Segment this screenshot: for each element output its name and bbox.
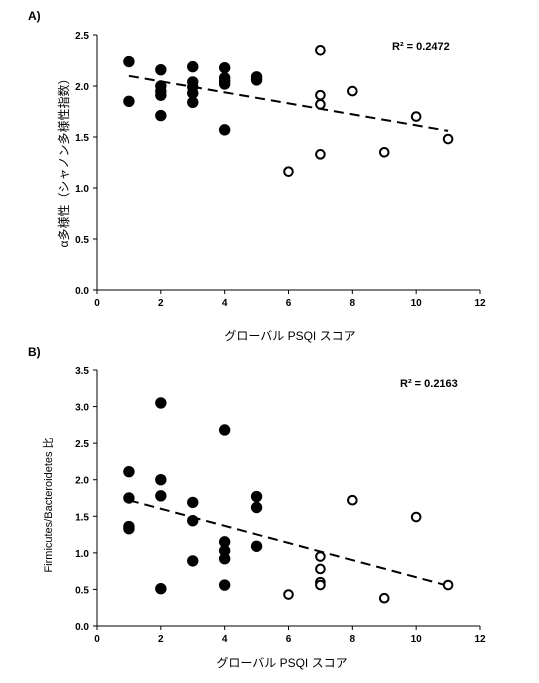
panel-b-x-tick-label: 2 bbox=[158, 634, 164, 645]
panel-a-point-open bbox=[315, 89, 326, 101]
panel-b-point-filled bbox=[123, 465, 135, 478]
panel-b-point-filled bbox=[218, 424, 231, 436]
panel-b-point-open bbox=[315, 563, 326, 575]
panel-b-x-tick-label: 10 bbox=[411, 634, 423, 645]
panel-a-ylabel: α多様性（シャノン多様性指数） bbox=[56, 73, 71, 248]
panel-b-point-filled bbox=[155, 582, 167, 595]
panel-a-point-filled bbox=[218, 61, 231, 74]
panel-a-point-filled bbox=[155, 63, 167, 76]
panel-b: B) R² = 0.2163 Firmicutes/Bacteroidetes … bbox=[28, 345, 486, 670]
panel-a-point-filled bbox=[250, 74, 263, 86]
panel-a-x-tick-label: 12 bbox=[474, 298, 486, 309]
panel-a-y-tick-label: 1.0 bbox=[75, 184, 89, 195]
panel-b-point-filled bbox=[250, 501, 263, 514]
panel-b-ylabel: Firmicutes/Bacteroidetes 比 bbox=[42, 437, 55, 572]
panel-b-point-filled bbox=[218, 553, 231, 565]
panel-b-point-open bbox=[315, 551, 326, 562]
panel-b-point-filled bbox=[187, 555, 199, 567]
panel-a-point-filled bbox=[123, 95, 135, 108]
panel-b-y-tick-label: 0.5 bbox=[75, 585, 89, 596]
panel-b-label: B) bbox=[28, 345, 41, 359]
panel-a-point-filled bbox=[218, 78, 231, 90]
panel-b-trendline bbox=[128, 499, 449, 587]
panel-b-y-tick-label: 2.5 bbox=[75, 439, 89, 450]
panel-b-point-filled bbox=[155, 397, 167, 409]
panel-b-y-tick-label: 2.0 bbox=[75, 476, 89, 487]
panel-a-y-tick-label: 1.5 bbox=[75, 133, 89, 144]
panel-b-point-open bbox=[347, 494, 358, 506]
panel-a-annotation: R² = 0.2472 bbox=[392, 41, 450, 53]
panel-b-point-open bbox=[378, 592, 390, 604]
panel-a-x-tick-label: 6 bbox=[286, 298, 292, 309]
panel-a-x-tick-label: 4 bbox=[222, 298, 228, 309]
panel-a-label: A) bbox=[28, 9, 41, 23]
panel-b-x-tick-label: 12 bbox=[474, 634, 486, 645]
panel-a-y-tick-label: 0.0 bbox=[75, 286, 89, 297]
panel-b-point-open bbox=[442, 579, 454, 591]
panel-b-y-tick-label: 1.5 bbox=[75, 512, 89, 523]
panel-a-point-filled bbox=[187, 60, 199, 73]
panel-a-x-tick-label: 0 bbox=[94, 298, 100, 309]
panel-b-point-filled bbox=[218, 579, 231, 591]
panel-b-point-filled bbox=[187, 496, 199, 509]
panel-a-point-open bbox=[315, 99, 326, 110]
panel-b-x-tick-label: 6 bbox=[286, 634, 292, 645]
panel-b-point-open bbox=[283, 589, 294, 600]
panel-b-x-tick-label: 0 bbox=[94, 634, 100, 645]
panel-b-point-filled bbox=[187, 514, 199, 527]
panel-b-point-filled bbox=[123, 492, 135, 504]
panel-b-y-tick-label: 1.0 bbox=[75, 549, 89, 560]
panel-a-y-tick-label: 0.5 bbox=[75, 235, 89, 246]
panel-b-point-filled bbox=[155, 490, 167, 502]
panel-a-x-tick-label: 2 bbox=[158, 298, 164, 309]
panel-a-y-tick-label: 2.5 bbox=[75, 31, 89, 42]
panel-a-x-tick-label: 10 bbox=[411, 298, 423, 309]
panel-b-annotation: R² = 0.2163 bbox=[400, 378, 458, 390]
panel-a-point-filled bbox=[123, 55, 135, 68]
panel-b-x-tick-label: 8 bbox=[350, 634, 356, 645]
panel-b-point-open bbox=[315, 579, 326, 591]
panel-a-xlabel: グローバル PSQI スコア bbox=[224, 329, 355, 343]
panel-a-point-open bbox=[378, 147, 390, 158]
panel-a-point-filled bbox=[155, 109, 167, 122]
panel-a-point-open bbox=[283, 166, 294, 177]
panel-b-y-tick-label: 3.0 bbox=[75, 403, 89, 414]
panel-a-point-open bbox=[315, 149, 326, 160]
panel-a-x-tick-label: 8 bbox=[350, 298, 356, 309]
panel-a-point-open bbox=[347, 85, 358, 97]
panel-b-point-filled bbox=[123, 523, 135, 535]
panel-a-point-open bbox=[410, 111, 422, 122]
panel-a-y-tick-label: 2.0 bbox=[75, 82, 89, 93]
panel-b-point-open bbox=[410, 511, 422, 523]
panel-b-y-tick-label: 3.5 bbox=[75, 366, 89, 377]
panel-a-point-open bbox=[442, 133, 454, 145]
panel-b-point-filled bbox=[155, 474, 167, 486]
panel-b-x-tick-label: 4 bbox=[222, 634, 228, 645]
panel-a-point-filled bbox=[218, 124, 231, 136]
panel-b-xlabel: グローバル PSQI スコア bbox=[216, 656, 347, 670]
panel-a: A) R² = 0.2472 α多様性（シャノン多様性指数） グローバル PSQ… bbox=[28, 9, 486, 343]
panel-a-point-filled bbox=[187, 96, 199, 109]
panel-a-point-open bbox=[315, 45, 326, 56]
panel-b-point-filled bbox=[250, 490, 263, 503]
panel-b-y-tick-label: 0.0 bbox=[75, 622, 89, 633]
panel-a-trendline bbox=[128, 74, 449, 132]
panel-a-point-filled bbox=[155, 89, 167, 101]
panel-b-point-filled bbox=[250, 540, 263, 552]
